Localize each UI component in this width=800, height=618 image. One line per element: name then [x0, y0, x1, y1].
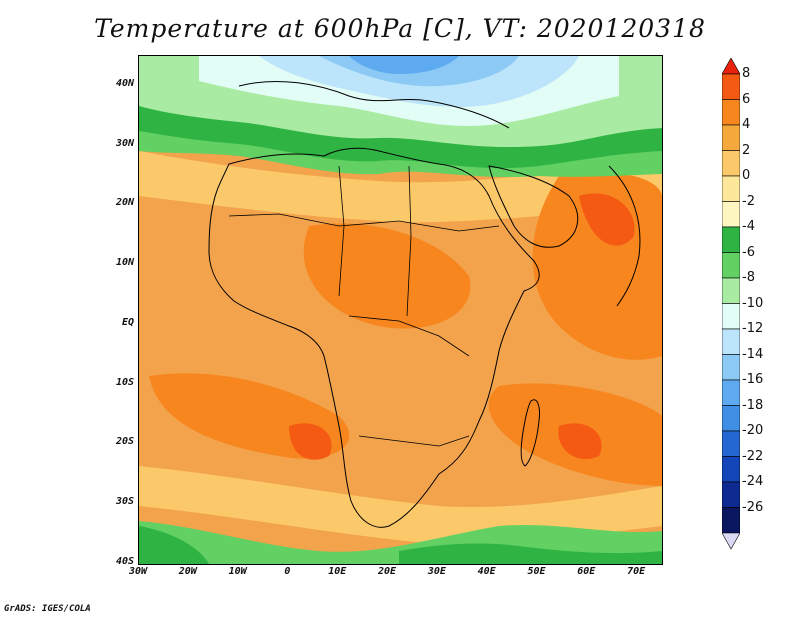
- latitude-tick-label: 40S: [115, 556, 134, 567]
- colorbar-level-label: -16: [742, 372, 764, 387]
- madagascar-coastline: [520, 399, 540, 467]
- colorbar-segment: [722, 430, 740, 457]
- hot-patch-madagascar: [558, 423, 602, 460]
- border-vertical-1: [338, 165, 345, 297]
- temperature-map: [138, 55, 663, 565]
- colorbar-level-label: -20: [742, 423, 764, 438]
- colorbar-segment: [722, 507, 740, 534]
- longitude-tick-label: 20W: [178, 566, 197, 577]
- colorbar-segment: [722, 379, 740, 406]
- longitude-tick-label: 20E: [378, 566, 397, 577]
- arabia-coastline: [488, 165, 579, 248]
- colorbar-level-label: -26: [742, 499, 764, 515]
- border-vertical-2: [406, 165, 412, 317]
- india-coastline: [608, 165, 641, 307]
- warm-patch-central: [303, 223, 471, 329]
- border-sahel: [228, 213, 500, 232]
- colorbar-level-label: -10: [742, 295, 764, 311]
- colorbar-level-label: -14: [742, 346, 764, 362]
- light-yellow-band-south: [139, 466, 662, 545]
- colorbar-level-label: -6: [742, 244, 755, 260]
- longitude-tick-label: 50E: [527, 566, 546, 577]
- colorbar-level-label: -12: [742, 321, 764, 336]
- colorbar-segment: [722, 481, 740, 508]
- cold-band-deep-blue: [349, 56, 459, 74]
- colorbar-level-label: 2: [742, 142, 751, 158]
- longitude-tick-label: 30E: [427, 566, 446, 577]
- latitude-tick-label: 40N: [115, 77, 134, 89]
- colorbar-segment: [722, 175, 740, 202]
- latitude-tick-label: 20S: [115, 436, 134, 448]
- longitude-tick-label: 10W: [228, 566, 247, 577]
- colorbar-segment: [722, 405, 740, 432]
- south-green-patch-west: [139, 526, 209, 564]
- colorbar-level-label: 4: [742, 117, 751, 132]
- colorbar-level-label: 6: [742, 91, 751, 107]
- longitude-tick-label: 60E: [577, 566, 596, 577]
- map-title: Temperature at 600hPa [C], VT: 202012031…: [94, 14, 706, 43]
- colorbar-segment: [722, 150, 740, 177]
- border-central: [348, 315, 470, 357]
- latitude-tick-label: 30S: [115, 496, 134, 508]
- longitude-tick-label: 0: [284, 566, 291, 577]
- colorbar-segment: [722, 456, 740, 483]
- colorbar-level-label: -24: [742, 474, 764, 489]
- hot-patch-south-atlantic: [289, 423, 332, 460]
- colorbar-segment: [722, 226, 740, 253]
- colorbar-level-label: -18: [742, 397, 764, 413]
- colorbar-bottom-arrow: [722, 532, 740, 550]
- latitude-tick-label: 10N: [115, 257, 134, 269]
- colorbar-segment: [722, 73, 740, 100]
- colorbar-segment: [722, 354, 740, 381]
- colorbar-level-label: -8: [742, 270, 755, 285]
- map-canvas: [139, 56, 662, 564]
- longitude-tick-label: 70E: [627, 566, 646, 577]
- longitude-tick-label: 10E: [328, 566, 347, 577]
- longitude-tick-label: 40E: [477, 566, 496, 577]
- colorbar-segment: [722, 277, 740, 304]
- colorbar-level-label: 0: [742, 168, 751, 183]
- europe-coastline: [238, 81, 510, 129]
- latitude-tick-label: 30N: [115, 137, 134, 149]
- colorbar-level-label: -2: [742, 193, 755, 209]
- longitude-tick-label: 30W: [128, 566, 148, 577]
- colorbar-top-arrow: [722, 58, 740, 75]
- hot-patch-arabia: [579, 193, 635, 246]
- colorbar-level-label: -22: [742, 448, 764, 464]
- africa-coastline: [208, 147, 540, 528]
- south-dark-green-band: [399, 543, 662, 564]
- colorbar-segment: [722, 124, 740, 151]
- colorbar: [722, 58, 740, 550]
- colorbar-level-label: 8: [742, 66, 751, 81]
- colorbar-segment: [722, 99, 740, 126]
- light-yellow-band-north: [139, 151, 662, 223]
- colorbar-segment: [722, 328, 740, 355]
- colorbar-segment: [722, 201, 740, 228]
- latitude-tick-label: 20N: [115, 197, 134, 209]
- footer-credit: GrADS: IGES/COLA: [4, 604, 91, 614]
- colorbar-segment: [722, 303, 740, 330]
- latitude-tick-label: 10S: [115, 376, 134, 388]
- colorbar-level-label: -4: [742, 219, 755, 234]
- border-south: [358, 435, 470, 447]
- colorbar-segment: [722, 252, 740, 279]
- latitude-tick-label: EQ: [121, 316, 134, 328]
